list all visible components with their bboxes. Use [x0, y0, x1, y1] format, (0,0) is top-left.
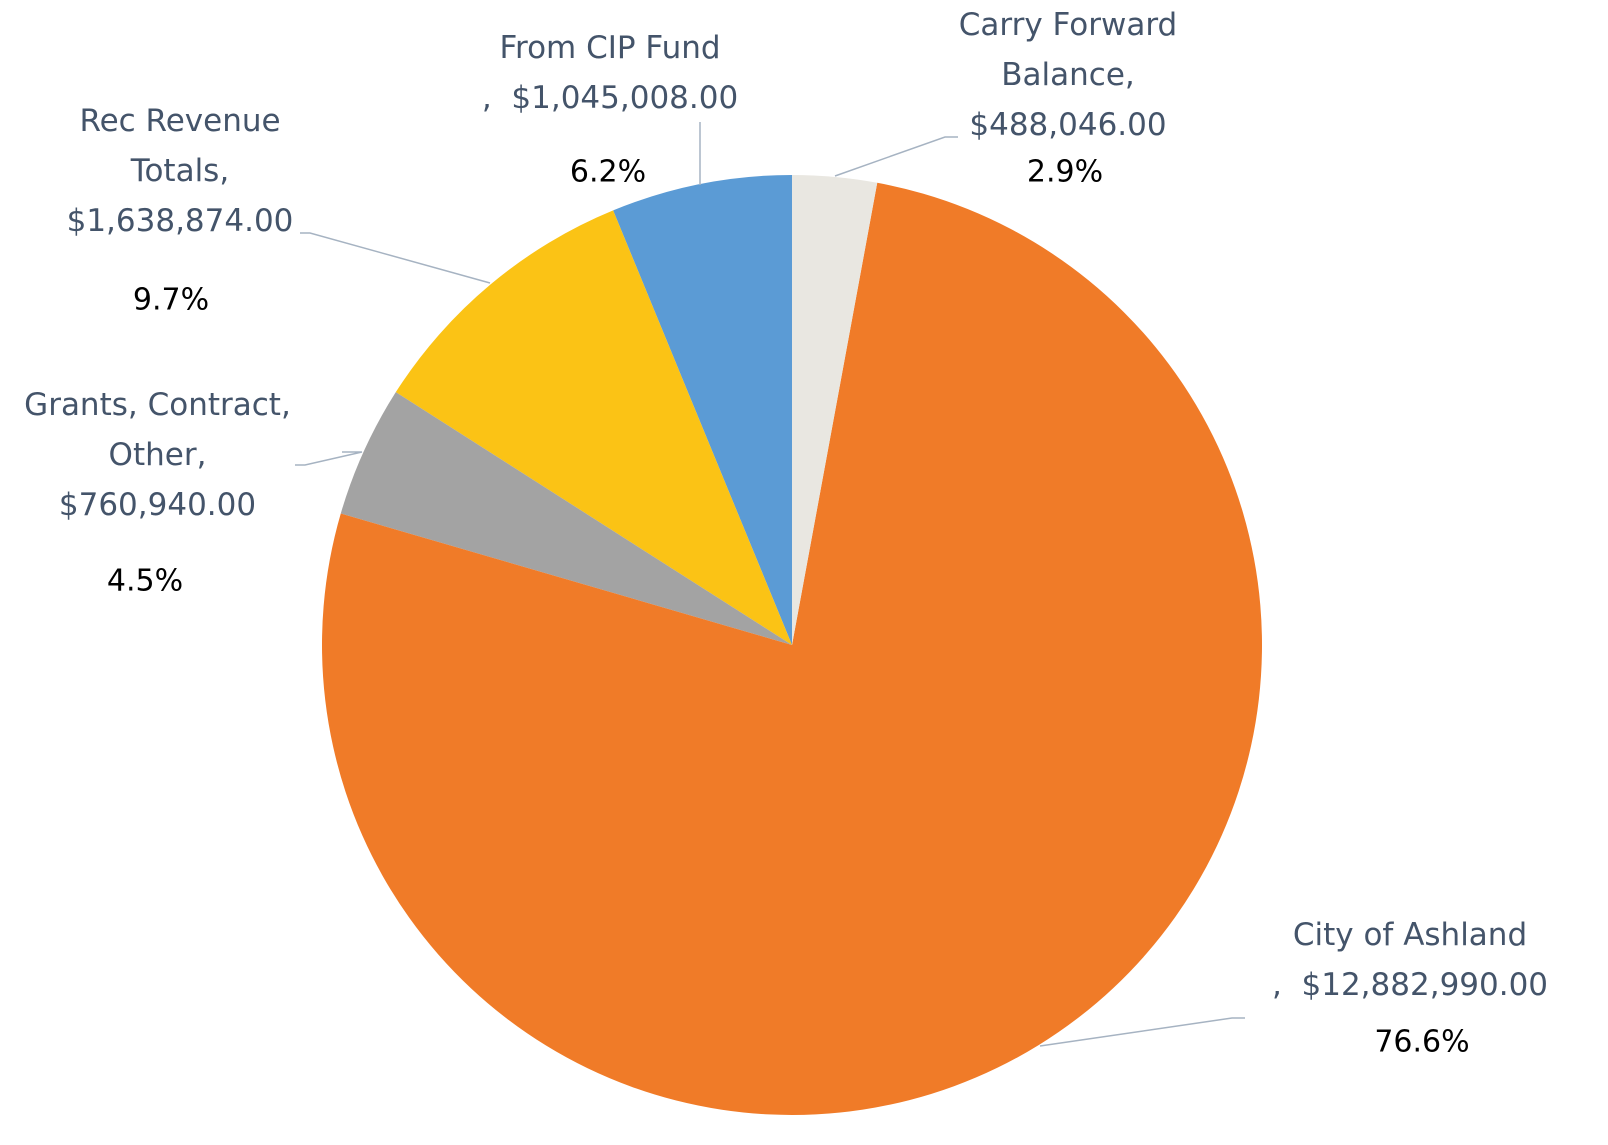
separator: ,: [1124, 57, 1135, 93]
category-name: Grants, Contract, Other: [24, 387, 291, 473]
leader-line: [295, 451, 363, 466]
value-label: $488,046.00: [969, 107, 1167, 143]
category-name: City of Ashland: [1292, 917, 1528, 953]
separator: ,: [481, 80, 492, 116]
data-label: Grants, Contract, Other, $760,940.00: [5, 380, 310, 530]
data-label: From CIP Fund, $1,045,008.00: [455, 23, 765, 123]
value-label: $760,940.00: [58, 487, 257, 523]
pie-slice: [395, 210, 792, 645]
category-name: From CIP Fund: [499, 30, 721, 66]
data-label: City of Ashland, $12,882,990.00: [1245, 910, 1575, 1010]
pie-slice: [340, 392, 792, 645]
pie-slice: [322, 182, 1262, 1116]
value-line: , $1,045,008.00: [455, 73, 765, 123]
separator: ,: [1271, 967, 1282, 1003]
value-label: $1,638,874.00: [66, 203, 294, 239]
category-name: Rec Revenue Totals: [79, 103, 281, 189]
percent-label: 2.9%: [1026, 154, 1104, 190]
category-name: Carry Forward Balance: [958, 7, 1178, 93]
percent-label: 76.6%: [1374, 1024, 1470, 1060]
value-label: $12,882,990.00: [1301, 967, 1549, 1003]
percent-label: 4.5%: [106, 563, 184, 599]
pie-slice: [613, 175, 792, 645]
value-line: , $12,882,990.00: [1245, 960, 1575, 1010]
data-label: Carry Forward Balance, $488,046.00: [928, 0, 1208, 150]
pie-slice: [792, 175, 878, 645]
separator: ,: [196, 437, 207, 473]
leader-line: [834, 136, 958, 177]
data-label: Rec Revenue Totals, $1,638,874.00: [50, 96, 310, 246]
percent-label: 6.2%: [569, 154, 647, 190]
separator: ,: [219, 153, 230, 189]
leader-line: [1039, 1017, 1245, 1047]
percent-label: 9.7%: [132, 282, 210, 318]
value-label: $1,045,008.00: [511, 80, 739, 116]
leader-line: [300, 232, 491, 284]
